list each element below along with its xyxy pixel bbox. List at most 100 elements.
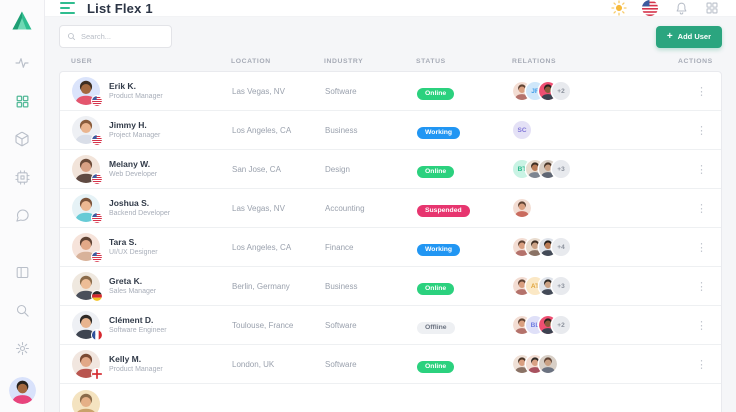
- user-avatar: [72, 350, 102, 379]
- relation-more-count[interactable]: +4: [552, 238, 570, 256]
- relation-more-count[interactable]: +2: [552, 82, 570, 100]
- column-header-status: STATUS: [416, 58, 446, 65]
- relations-group: [513, 355, 677, 373]
- user-location: Las Vegas, NV: [232, 86, 285, 96]
- app-logo-icon[interactable]: [9, 8, 35, 34]
- status-badge: Working: [417, 126, 461, 139]
- relation-avatar[interactable]: [526, 238, 544, 256]
- relations-group: JF +2: [513, 82, 677, 100]
- add-user-label: Add User: [677, 32, 711, 41]
- row-actions-menu-icon[interactable]: ⋮: [696, 320, 707, 332]
- sidebar-item-layout[interactable]: [0, 257, 45, 287]
- user-table: Erik K. Product Manager Las Vegas, NV So…: [59, 71, 722, 412]
- relation-avatar[interactable]: [513, 199, 531, 217]
- user-location: Los Angeles, CA: [232, 125, 292, 135]
- row-actions-menu-icon[interactable]: ⋮: [696, 86, 707, 98]
- user-avatar: [72, 155, 102, 184]
- user-role: UI/UX Designer: [109, 248, 158, 256]
- sidebar-item-chat[interactable]: [0, 200, 45, 230]
- relation-more-count[interactable]: +3: [552, 277, 570, 295]
- sidebar-item-activity[interactable]: [0, 48, 45, 78]
- table-header: USER LOCATION INDUSTRY STATUS RELATIONS …: [59, 48, 722, 71]
- column-header-location: LOCATION: [231, 58, 271, 65]
- theme-sun-icon[interactable]: [611, 0, 627, 16]
- relations-group: [513, 199, 677, 217]
- row-actions-menu-icon[interactable]: ⋮: [696, 125, 707, 137]
- chat-icon: [15, 208, 29, 222]
- column-header-user: USER: [71, 58, 93, 65]
- user-location: Los Angeles, CA: [232, 242, 292, 252]
- row-actions-menu-icon[interactable]: ⋮: [696, 203, 707, 215]
- table-row[interactable]: Tara S. UI/UX Designer Los Angeles, CA F…: [60, 228, 721, 267]
- user-location: San Jose, CA: [232, 164, 281, 174]
- sidebar-item-search[interactable]: [0, 295, 45, 325]
- row-actions-menu-icon[interactable]: ⋮: [696, 164, 707, 176]
- row-actions-menu-icon[interactable]: ⋮: [696, 359, 707, 371]
- flag-us-icon: [92, 252, 102, 262]
- activity-icon: [15, 58, 29, 68]
- search-input[interactable]: [81, 32, 161, 41]
- user-avatar: [72, 194, 102, 223]
- table-row[interactable]: Joshua S. Backend Developer Las Vegas, N…: [60, 189, 721, 228]
- relation-avatar[interactable]: [513, 238, 531, 256]
- sidebar-item-apps[interactable]: [0, 86, 45, 116]
- relations-group: BT +3: [513, 160, 677, 178]
- user-role: Web Developer: [109, 170, 158, 178]
- sidebar-item-cpu[interactable]: [0, 162, 45, 192]
- plus-icon: +: [666, 30, 673, 42]
- flag-en-icon: [92, 369, 102, 379]
- flag-fr-icon: [92, 330, 102, 340]
- language-flag-us-icon[interactable]: [642, 0, 658, 16]
- table-row-partial[interactable]: ⋮: [60, 384, 721, 412]
- relation-initials[interactable]: BT: [513, 160, 531, 178]
- row-actions-menu-icon[interactable]: ⋮: [696, 281, 707, 293]
- column-header-industry: INDUSTRY: [324, 58, 364, 65]
- user-name: Joshua S.: [109, 197, 150, 208]
- topbar: List Flex 1: [45, 0, 736, 17]
- table-row[interactable]: Jimmy H. Project Manager Los Angeles, CA…: [60, 111, 721, 150]
- add-user-button[interactable]: + Add User: [655, 25, 722, 48]
- status-badge: Online: [417, 282, 455, 295]
- table-row[interactable]: Greta K. Sales Manager Berlin, Germany B…: [60, 267, 721, 306]
- user-industry: Finance: [325, 242, 354, 252]
- relation-more-count[interactable]: +3: [552, 160, 570, 178]
- table-row[interactable]: Erik K. Product Manager Las Vegas, NV So…: [60, 72, 721, 111]
- relation-avatar[interactable]: [513, 355, 531, 373]
- relation-more-count[interactable]: +2: [552, 316, 570, 334]
- relation-initials[interactable]: BL: [526, 316, 544, 334]
- status-badge: Online: [417, 360, 455, 373]
- user-name: Clément D.: [109, 314, 154, 325]
- user-name: Erik K.: [109, 80, 136, 91]
- flag-us-icon: [92, 96, 102, 106]
- relation-avatar[interactable]: [539, 355, 557, 373]
- menu-toggle-icon[interactable]: [60, 2, 76, 14]
- user-name: Melany W.: [109, 158, 151, 169]
- row-actions-menu-icon[interactable]: ⋮: [696, 242, 707, 254]
- user-industry: Software: [325, 86, 357, 96]
- relation-avatar[interactable]: [526, 160, 544, 178]
- user-role: Project Manager: [109, 131, 161, 139]
- flag-de-icon: [92, 291, 102, 301]
- cpu-icon: [14, 169, 30, 185]
- relation-initials[interactable]: SC: [513, 121, 531, 139]
- sidebar: [0, 0, 45, 412]
- relation-avatar[interactable]: [526, 355, 544, 373]
- user-avatar: [72, 116, 102, 145]
- apps-launcher-icon[interactable]: [704, 0, 720, 16]
- sidebar-item-settings[interactable]: [0, 333, 45, 363]
- user-industry: Accounting: [325, 203, 365, 213]
- flag-us-icon: [92, 213, 102, 223]
- relation-initials[interactable]: JF: [526, 82, 544, 100]
- profile-avatar[interactable]: [8, 377, 36, 404]
- sidebar-item-package[interactable]: [0, 124, 45, 154]
- user-name: Kelly M.: [109, 353, 142, 364]
- table-row[interactable]: Melany W. Web Developer San Jose, CA Des…: [60, 150, 721, 189]
- table-row[interactable]: Clément D. Software Engineer Toulouse, F…: [60, 306, 721, 345]
- apps-grid-icon: [16, 95, 28, 107]
- user-role: Product Manager: [109, 92, 163, 100]
- status-badge: Online: [417, 165, 455, 178]
- notifications-bell-icon[interactable]: [673, 0, 689, 16]
- table-row[interactable]: Kelly M. Product Manager London, UK Soft…: [60, 345, 721, 384]
- relation-initials[interactable]: AT: [526, 277, 544, 295]
